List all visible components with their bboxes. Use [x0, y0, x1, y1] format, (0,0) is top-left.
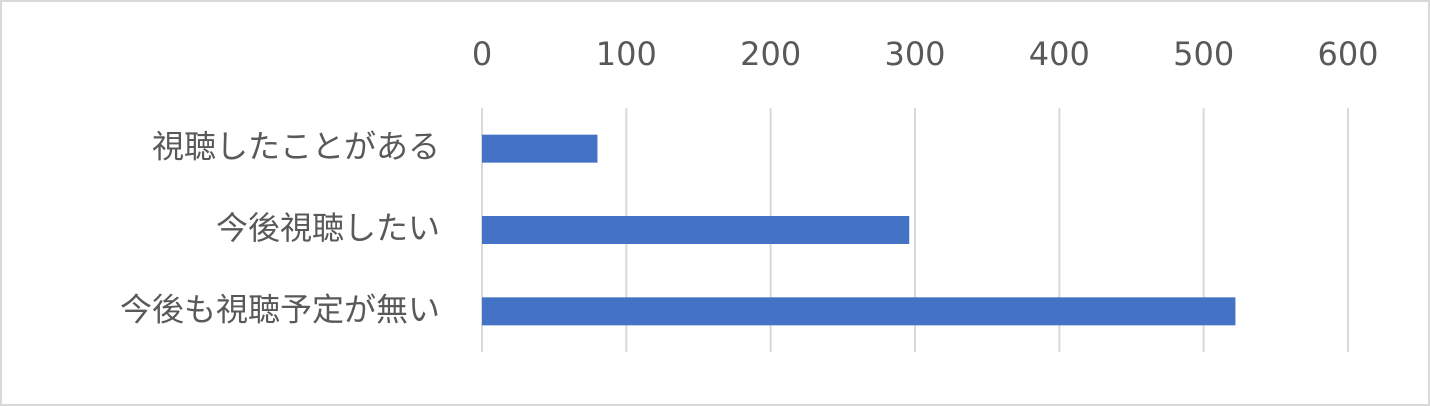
x-tick-label: 400: [1029, 35, 1090, 73]
y-tick-label: 視聴したことがある: [152, 128, 440, 166]
y-tick-label: 今後も視聴予定が無い: [120, 290, 440, 328]
bar: [482, 297, 1236, 326]
y-tick-label: 今後視聴したい: [216, 209, 440, 247]
x-tick-label: 500: [1173, 35, 1234, 73]
x-tick-label: 100: [596, 35, 657, 73]
x-tick-label: 600: [1317, 35, 1378, 73]
x-tick-label: 300: [884, 35, 945, 73]
x-tick-label: 200: [740, 35, 801, 73]
bar: [482, 216, 910, 244]
x-tick-label: 0: [472, 35, 492, 73]
bar: [482, 134, 598, 163]
